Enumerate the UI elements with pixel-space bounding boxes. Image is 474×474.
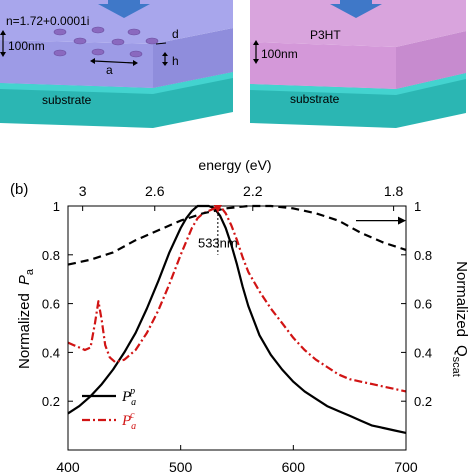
height-label: h <box>172 54 179 68</box>
y-tick-label-right: 1 <box>414 199 421 214</box>
top-tick-label: 1.8 <box>384 183 404 199</box>
y-tick-label-right: 0.4 <box>414 345 432 360</box>
hole <box>129 50 143 58</box>
y-title-left-symbol: P <box>16 275 33 285</box>
height-arrow-down <box>162 62 168 66</box>
substrate-label-left: substrate <box>42 93 92 107</box>
hole <box>91 26 105 34</box>
svg-text:NormalizedQscat: Normalized Qscat <box>450 261 470 377</box>
right-axis-arrow-head <box>398 216 406 225</box>
y-title-left-sub: a <box>24 268 36 275</box>
thickness-arrow-down-right <box>253 59 259 64</box>
series-line-1 <box>67 204 407 434</box>
schematic-right: P3HT 100nm substrate <box>250 0 466 128</box>
legend-label-2: Pac <box>121 410 136 432</box>
thickness-label: 100nm <box>8 39 45 53</box>
schematic-left: n=1.72+0.0001i 100nm a d h substrate <box>0 0 233 128</box>
film-left-front <box>0 40 153 88</box>
plot-frame <box>67 205 407 451</box>
incident-arrow-right <box>330 0 382 18</box>
hole <box>53 49 67 57</box>
top-tick-label: 2.6 <box>145 183 165 199</box>
period-marker <box>93 60 135 64</box>
legend-label-sub: a <box>131 397 136 408</box>
thickness-arrow-down <box>0 52 6 57</box>
x-tick-label: 400 <box>56 459 80 474</box>
top-tick-label: 3 <box>79 183 87 199</box>
hole <box>73 37 87 45</box>
y-tick-label-left: 0.4 <box>42 345 60 360</box>
y-title-right-sub: scat <box>450 357 462 377</box>
film-material-label: P3HT <box>310 28 341 42</box>
hole <box>145 37 159 45</box>
annotation-label: 533nm <box>198 235 238 250</box>
x-tick-label: 700 <box>394 459 418 474</box>
incident-arrow-left <box>98 0 150 18</box>
film-right-right-face <box>396 31 466 89</box>
series-line-3 <box>67 204 407 266</box>
y-title-right-symbol: Q <box>453 345 470 357</box>
top-tick-label: 2.2 <box>243 183 263 199</box>
y-tick-label-left: 0.2 <box>42 394 60 409</box>
film-right-front <box>250 42 396 89</box>
thickness-arrow-up-right <box>253 40 259 45</box>
y-title-left-word: Normalized <box>16 293 33 369</box>
y-axis-title-left: Normalized Pa <box>16 268 36 369</box>
x-tick-label: 600 <box>282 459 306 474</box>
plot-area: 400 500 600 700 3 2.6 2.2 1.8 0.2 0.4 0.6 0.8 1 0.2 0.… <box>42 183 432 474</box>
height-arrow-up <box>162 52 168 56</box>
svg-text:NormalizedPa: Normalized Pa <box>16 268 36 369</box>
legend-label-base: P <box>121 389 131 405</box>
substrate-label-right: substrate <box>290 92 340 106</box>
holes <box>53 26 159 58</box>
hole <box>91 48 105 56</box>
y-tick-label-right: 0.6 <box>414 297 432 312</box>
diameter-marker <box>155 42 167 45</box>
period-arrow-right <box>133 60 138 66</box>
substrate-left-top <box>0 72 233 94</box>
y-axis-title-right: Normalized Qscat <box>450 261 470 377</box>
film-right-top <box>250 0 466 47</box>
legend-label-base: P <box>121 413 131 429</box>
series-line-2 <box>67 204 407 393</box>
substrate-right-top <box>250 73 466 95</box>
thickness-label-right: 100nm <box>261 47 298 61</box>
film-left-right-face <box>153 28 233 88</box>
y-tick-label-left: 0.6 <box>42 297 60 312</box>
panel-label: (b) <box>10 181 28 198</box>
y-tick-label-left: 0.8 <box>42 248 60 263</box>
legend-label-sub: a <box>131 421 136 432</box>
x-tick-label: 500 <box>169 459 193 474</box>
hole <box>111 38 125 46</box>
legend-label-sup: c <box>130 410 135 421</box>
film-index-label: n=1.72+0.0001i <box>6 14 89 28</box>
hole <box>53 28 67 36</box>
top-axis-title: energy (eV) <box>198 157 271 173</box>
y-tick-label-left: 1 <box>53 199 60 214</box>
y-tick-label-right: 0.2 <box>414 394 432 409</box>
thickness-arrow-up <box>0 30 6 35</box>
hole <box>127 28 141 36</box>
y-tick-label-right: 0.8 <box>414 248 432 263</box>
legend-label-1: Pap <box>121 386 136 408</box>
period-label: a <box>106 63 113 77</box>
diameter-label: d <box>172 27 179 41</box>
period-arrow-left <box>90 58 95 64</box>
legend-label-sup: p <box>129 386 135 397</box>
annotation-marker <box>213 205 222 213</box>
y-title-right-word: Normalized <box>453 261 470 337</box>
